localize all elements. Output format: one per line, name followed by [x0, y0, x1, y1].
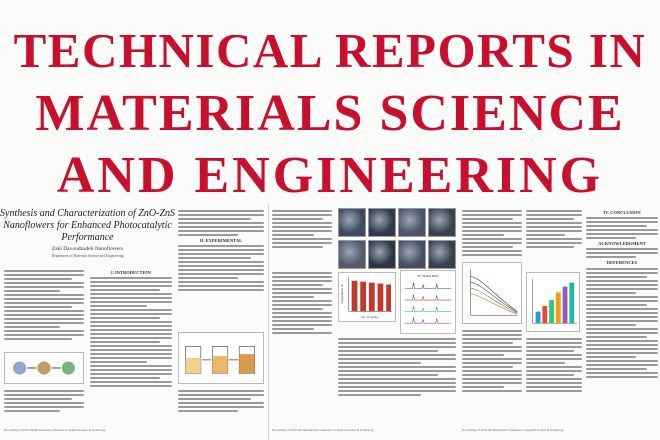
- sem-micrograph: [338, 208, 366, 237]
- paper-column-8: IV. CONCLUSION ACKNOWLEDGMENT REFERENCES: [586, 208, 658, 428]
- bar-cycle-3: [368, 282, 375, 312]
- chart-ylabel: Degradation %: [340, 284, 344, 303]
- absorbance-chart: [462, 262, 522, 324]
- rate-bar-5: [562, 286, 568, 324]
- paper-column-7b: [526, 336, 582, 428]
- paper-column-4b: [272, 270, 332, 428]
- paper-column-1b: [4, 388, 84, 424]
- degradation-bars: [351, 280, 391, 312]
- paper-column-4: [272, 208, 332, 264]
- curve-4: [470, 293, 518, 315]
- curve-2: [470, 282, 518, 313]
- footer-middle: Proceedings of 2016 4th International Co…: [272, 428, 374, 432]
- paper-column-3b: [178, 388, 264, 424]
- section-heading: II. EXPERIMENTAL: [199, 238, 243, 243]
- paper-column-2: I. INTRODUCTION: [90, 268, 172, 428]
- bar-cycle-1: [351, 280, 358, 312]
- degradation-chart: No. of Cycles Degradation %: [338, 272, 396, 322]
- rate-bar-1: [535, 311, 541, 324]
- paper-column-5: [338, 336, 456, 428]
- paper-authors: Zaki Davoudzadeh Nanoflowers: [51, 246, 124, 252]
- rate-bar-2: [542, 305, 548, 324]
- curve-3: [470, 287, 518, 314]
- xrd-line-3: [404, 305, 452, 312]
- section-heading: REFERENCES: [606, 260, 638, 266]
- rate-bar-4: [555, 292, 561, 324]
- section-heading: ACKNOWLEDGMENT: [598, 241, 646, 247]
- rate-bar-6: [569, 282, 575, 324]
- page-divider: [268, 205, 269, 440]
- sem-micrograph: [338, 240, 366, 269]
- chart-xlabel: No. of Cycles: [361, 315, 379, 319]
- xrd-line-1: [404, 282, 452, 289]
- sem-micrograph: [428, 240, 456, 269]
- rate-bar-3: [549, 300, 554, 324]
- footer-left: Proceedings of 2016 4th International Co…: [4, 428, 106, 432]
- paper-column-3: II. EXPERIMENTAL: [178, 208, 264, 428]
- sem-micrograph: [368, 208, 396, 237]
- paper-column-6b: [462, 328, 522, 428]
- bar-cycle-5: [386, 284, 391, 312]
- curve-1: [470, 276, 518, 312]
- sem-micrograph: [428, 208, 456, 237]
- bar-cycle-4: [377, 283, 384, 312]
- xrd-title: TiY (Stable Blob): [417, 274, 439, 278]
- synthesis-schematic: [178, 332, 264, 384]
- xrd-chart: TiY (Stable Blob): [400, 270, 456, 334]
- paper-column-7: [526, 208, 582, 268]
- paper-title: Synthesis and Characterization of ZnO-Zn…: [0, 208, 176, 243]
- paper-affiliation: Department of Materials Science and Engi…: [51, 254, 124, 258]
- sem-micrograph: [368, 240, 396, 269]
- schematic-figure: [4, 352, 84, 384]
- rate-bar-chart: [526, 272, 580, 332]
- bar-cycle-2: [360, 281, 367, 312]
- paper-column-1: [4, 268, 84, 418]
- sem-micrograph: [398, 208, 426, 237]
- paper-column-6: [462, 208, 522, 428]
- footer-right: Proceedings of 2016 4th International Co…: [462, 428, 564, 432]
- xrd-line-4: [404, 317, 452, 324]
- xrd-line-2: [404, 294, 452, 301]
- section-heading: IV. CONCLUSION: [603, 210, 641, 215]
- section-heading: I. INTRODUCTION: [110, 270, 151, 275]
- sem-micrograph: [398, 240, 426, 269]
